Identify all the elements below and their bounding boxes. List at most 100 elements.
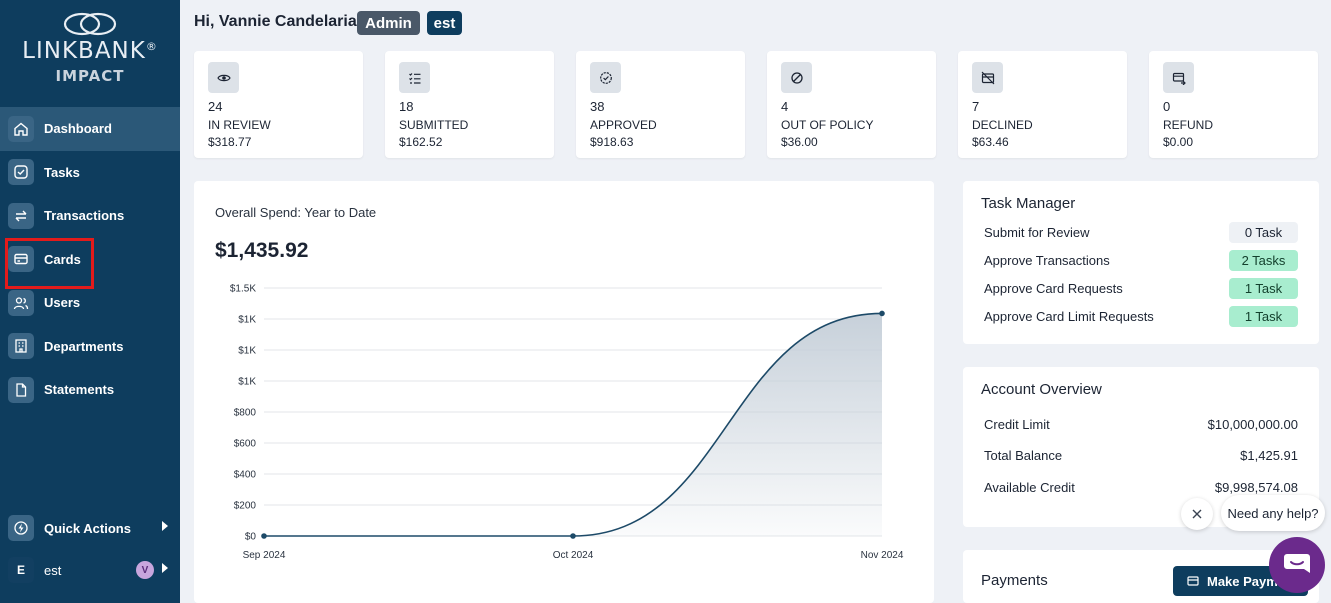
spend-total: $1,435.92 [215,239,309,262]
chart-data-point[interactable] [879,310,885,317]
brand-logo[interactable]: LINKBANK® IMPACT [0,12,180,85]
chevron-right-icon [162,521,168,531]
stat-card-out-of-policy[interactable]: 4 OUT OF POLICY $36.00 [767,51,936,158]
stat-amount: $36.00 [781,135,818,149]
account-label: Credit Limit [984,417,1050,432]
x-tick-label: Nov 2024 [861,550,904,561]
task-row-approve-card-requests[interactable]: Approve Card Requests 1 Task [984,278,1298,299]
refund-icon [1163,62,1194,93]
y-tick-label: $1.5K [230,284,256,295]
quick-actions-label: Quick Actions [44,520,131,536]
users-icon [8,289,34,316]
chart-data-point[interactable] [570,533,576,539]
x-tick-label: Sep 2024 [243,550,286,561]
stat-amount: $0.00 [1163,135,1194,149]
stat-label: IN REVIEW [208,118,271,132]
help-close-button[interactable] [1181,498,1213,530]
stat-amount: $918.63 [590,135,634,149]
task-row-approve-card-limit-requests[interactable]: Approve Card Limit Requests 1 Task [984,306,1298,327]
sidebar: LINKBANK® IMPACT Dashboard Tasks Transac… [0,0,180,603]
sidebar-item-tasks[interactable]: Tasks [0,151,180,195]
task-row-approve-transactions[interactable]: Approve Transactions 2 Tasks [984,250,1298,271]
spend-area-chart: $0 $200 $400 $600 $800 $1K $1K $1K $1.5K Sep 202… [230,284,904,562]
help-prompt[interactable]: Need any help? [1221,495,1325,531]
sidebar-item-label: Dashboard [44,121,112,137]
quick-actions-menu[interactable]: Quick Actions [0,507,180,549]
y-tick-label: $1K [238,377,256,388]
stat-amount: $318.77 [208,135,252,149]
sidebar-nav: Dashboard Tasks Transactions Cards Users [0,107,180,412]
stat-card-refund[interactable]: 0 REFUND $0.00 [1149,51,1318,158]
chevron-right-icon [162,563,168,573]
account-row-available-credit: Available Credit $9,998,574.08 [984,480,1298,495]
check-circle-icon [8,159,34,186]
card-off-icon [972,62,1003,93]
stat-count: 18 [399,99,414,114]
y-tick-label: $1K [238,346,256,357]
chat-icon [1284,554,1310,573]
x-tick-label: Oct 2024 [553,550,594,561]
sidebar-item-transactions[interactable]: Transactions [0,194,180,238]
user-name: est [44,562,62,578]
task-label: Submit for Review [984,225,1090,240]
sidebar-item-statements[interactable]: Statements [0,368,180,412]
greeting: Hi, Vannie Candelaria [194,13,357,30]
sidebar-item-cards[interactable]: Cards [0,237,180,288]
spend-chart-card: Overall Spend: Year to Date $1,435.92 $0… [194,181,934,603]
payments-panel: Payments Make Payment [963,550,1319,603]
linkbank-rings-icon [63,12,117,36]
task-label: Approve Transactions [984,253,1110,268]
document-icon [8,376,34,403]
task-count-badge: 1 Task [1229,278,1298,299]
sidebar-item-label: Users [44,295,81,311]
account-label: Total Balance [984,448,1063,463]
sidebar-item-dashboard[interactable]: Dashboard [0,107,180,151]
arrows-icon [8,202,34,229]
stat-label: REFUND [1163,118,1213,132]
task-label: Approve Card Requests [984,281,1123,296]
stat-count: 7 [972,99,980,114]
stat-card-declined[interactable]: 7 DECLINED $63.46 [958,51,1127,158]
stat-count: 0 [1163,99,1171,114]
stat-card-in-review[interactable]: 24 IN REVIEW $318.77 [194,51,363,158]
y-tick-label: $0 [245,532,257,543]
task-manager-panel: Task Manager Submit for Review 0 Task Ap… [963,181,1319,344]
stat-label: DECLINED [972,118,1033,132]
stat-count: 38 [590,99,605,114]
task-count-badge: 1 Task [1229,306,1298,327]
account-row-total-balance: Total Balance $1,425.91 [984,448,1298,463]
home-icon [8,115,34,142]
sidebar-item-users[interactable]: Users [0,281,180,325]
task-count-badge: 2 Tasks [1229,250,1298,271]
stat-card-approved[interactable]: 38 APPROVED $918.63 [576,51,745,158]
brand-name: LINKBANK® [22,38,158,64]
task-count-badge: 0 Task [1229,222,1298,243]
badge-check-icon [590,62,621,93]
user-menu[interactable]: E est V [0,549,180,591]
stat-amount: $162.52 [399,135,443,149]
stat-amount: $63.46 [972,135,1009,149]
stat-label: OUT OF POLICY [781,118,874,132]
y-tick-label: $800 [234,408,257,419]
close-icon [1192,509,1202,519]
account-row-credit-limit: Credit Limit $10,000,000.00 [984,417,1298,432]
stat-label: SUBMITTED [399,118,469,132]
stat-card-submitted[interactable]: 18 SUBMITTED $162.52 [385,51,554,158]
y-tick-label: $600 [234,439,257,450]
task-row-submit-for-review[interactable]: Submit for Review 0 Task [984,222,1298,243]
lightning-icon [8,515,34,541]
chart-data-point[interactable] [261,533,267,539]
task-label: Approve Card Limit Requests [984,309,1154,324]
org-badge: est [427,11,462,35]
card-icon [8,246,34,273]
sidebar-item-label: Transactions [44,208,125,224]
brand-sub: IMPACT [55,67,125,85]
sidebar-item-departments[interactable]: Departments [0,325,180,369]
panel-title: Account Overview [981,381,1102,398]
account-value: $10,000,000.00 [1207,417,1298,432]
org-initial-badge: E [8,557,34,583]
stat-count: 24 [208,99,223,114]
sidebar-item-label: Statements [44,382,115,398]
stat-label: APPROVED [590,118,657,132]
chat-launcher-button[interactable] [1269,537,1325,593]
